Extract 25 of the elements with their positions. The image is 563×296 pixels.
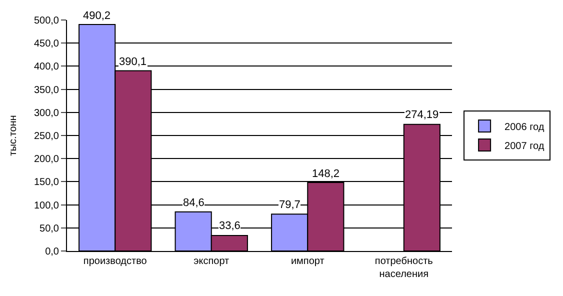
y-tick-label: 350,0 bbox=[34, 84, 60, 96]
y-tick-label: 400,0 bbox=[34, 62, 60, 73]
data-label: 79,7 bbox=[279, 199, 300, 211]
y-tick-label: 200,0 bbox=[34, 154, 60, 166]
y-tick-label: 150,0 bbox=[34, 177, 60, 188]
y-tick-label: 50,0 bbox=[40, 223, 60, 234]
x-tick-label: потребность населения bbox=[374, 256, 433, 280]
x-tick-label: импорт bbox=[290, 256, 325, 267]
x-tick-label: экспорт bbox=[194, 256, 230, 267]
data-label: 274,19 bbox=[405, 109, 439, 121]
y-tick-label: 250,0 bbox=[34, 131, 60, 142]
y-tick-label: 500,0 bbox=[34, 16, 60, 26]
data-label: 84,6 bbox=[183, 197, 204, 209]
x-tick-label: производство bbox=[83, 256, 148, 267]
legend-label: 2006 год bbox=[504, 122, 544, 133]
y-tick-label: 100,0 bbox=[34, 200, 60, 212]
data-label: 33,6 bbox=[219, 220, 240, 232]
y-tick-label: 0,0 bbox=[45, 246, 60, 258]
y-axis-title: тыс.тонн bbox=[8, 115, 19, 156]
data-label: 148,2 bbox=[312, 168, 340, 180]
y-tick-label: 300,0 bbox=[34, 108, 60, 119]
legend-label: 2007 год bbox=[504, 140, 544, 152]
y-tick-label: 450,0 bbox=[34, 38, 60, 50]
data-label: 390,1 bbox=[119, 56, 147, 68]
data-label: 490,2 bbox=[83, 10, 111, 22]
